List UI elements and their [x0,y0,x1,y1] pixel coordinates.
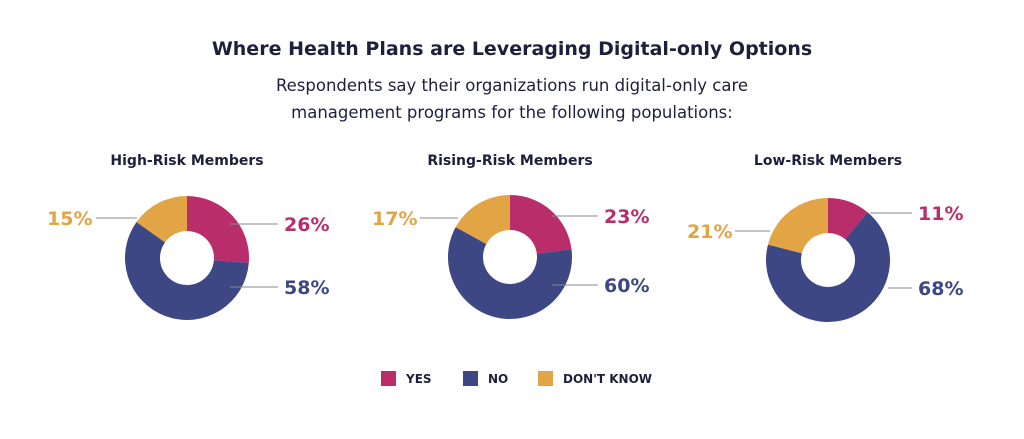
data-label: 23% [604,206,649,228]
data-label: 26% [284,214,329,236]
donut-slice-yes [510,195,572,254]
data-label: 21% [687,221,732,243]
data-label: 15% [47,208,92,230]
donut-slice-no [766,212,890,322]
donut-slice-don-t-know [767,198,828,254]
legend-yes: YES [381,371,432,386]
data-label: 60% [604,275,649,297]
donut-slice-yes [828,198,868,240]
legend-swatch-yes [381,371,396,386]
donut-slice-no [125,222,249,320]
legend-no: NO [463,371,508,386]
legend-label: NO [488,371,509,386]
data-label: 17% [372,208,417,230]
data-label: 58% [284,277,329,299]
donut-title-high-risk: High-Risk Members [110,153,264,169]
donut-title-low-risk: Low-Risk Members [753,153,903,169]
data-label: 11% [918,203,963,225]
donut-slice-don-t-know [455,195,510,244]
donut-slice-yes [187,196,249,263]
legend-dont-know: DON'T KNOW [538,371,652,386]
legend-label: YES [406,371,432,386]
legend-swatch-no [463,371,478,386]
data-label: 68% [918,278,963,300]
donut-title-rising-risk: Rising-Risk Members [427,153,593,169]
donut-slice-don-t-know [136,196,187,243]
chart-title: Where Health Plans are Leveraging Digita… [211,38,813,60]
donut-slice-no [448,227,572,319]
legend-label: DON'T KNOW [563,371,653,386]
legend-swatch-dont-know [538,371,553,386]
chart-subtitle: Respondents say their organizations run … [275,76,749,122]
